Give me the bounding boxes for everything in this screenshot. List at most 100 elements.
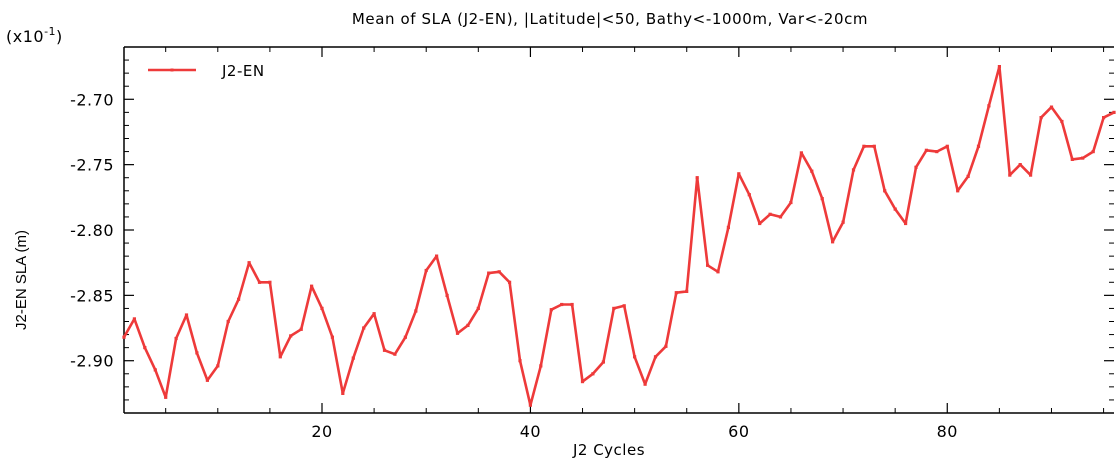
data-point — [403, 335, 407, 339]
data-point — [1008, 173, 1012, 177]
data-point — [445, 293, 449, 297]
data-point — [528, 403, 532, 407]
data-point — [674, 291, 678, 295]
data-point — [831, 240, 835, 244]
series-group — [122, 65, 1116, 407]
data-point — [726, 225, 730, 229]
legend-swatch-marker — [170, 68, 174, 72]
data-point — [758, 221, 762, 226]
data-point — [560, 302, 564, 307]
data-point — [622, 304, 626, 308]
data-point — [945, 144, 949, 148]
data-point — [841, 220, 845, 224]
data-point — [570, 302, 574, 307]
data-point — [768, 212, 772, 216]
y-tick-labels: -2.90 -2.85 -2.80 -2.75 -2.70 — [70, 90, 114, 371]
data-point — [633, 355, 637, 359]
legend-label: J2-EN — [221, 62, 265, 80]
data-point — [143, 346, 147, 350]
data-point — [549, 308, 553, 312]
data-point — [1018, 163, 1022, 167]
data-point — [1102, 116, 1106, 120]
data-point — [476, 306, 480, 310]
data-point — [872, 144, 876, 148]
data-point — [664, 344, 668, 348]
data-point — [706, 263, 710, 267]
x-axis-label: J2 Cycles — [572, 441, 645, 459]
data-point — [1091, 150, 1095, 154]
data-point — [393, 352, 397, 356]
data-point — [820, 197, 824, 201]
data-point — [455, 331, 460, 335]
data-point — [924, 148, 928, 152]
data-point — [153, 368, 157, 372]
y-tick-label: -2.80 — [70, 221, 114, 240]
x-tick-labels: 20 40 60 80 — [311, 422, 958, 441]
data-point — [862, 144, 866, 148]
data-point — [1081, 156, 1085, 160]
x-tick-label: 60 — [728, 422, 749, 441]
data-point — [653, 355, 658, 359]
data-point — [601, 360, 605, 364]
data-point — [737, 172, 741, 176]
data-point — [132, 317, 136, 321]
series-line — [122, 65, 1115, 407]
data-point — [247, 261, 251, 265]
data-point — [435, 254, 439, 258]
data-point — [976, 144, 981, 148]
data-point — [330, 335, 334, 339]
data-point — [539, 364, 543, 368]
data-point — [278, 355, 282, 359]
data-point — [789, 200, 793, 205]
data-point — [1060, 119, 1064, 124]
data-point — [362, 326, 366, 330]
data-point — [956, 189, 960, 193]
data-point — [487, 271, 491, 275]
data-point — [341, 391, 345, 395]
data-point — [695, 176, 699, 180]
data-point — [914, 165, 918, 169]
data-point — [268, 280, 272, 284]
data-point — [851, 168, 856, 172]
y-axis-label: J2-EN SLA (m) — [13, 230, 30, 330]
data-point — [685, 289, 689, 293]
legend: J2-EN — [148, 62, 265, 80]
y-tick-label: -2.85 — [70, 286, 114, 305]
data-point — [257, 280, 262, 284]
y-tick-label: -2.90 — [70, 352, 114, 371]
x-tick-label: 80 — [937, 422, 958, 441]
data-point — [810, 169, 814, 173]
data-point — [1049, 105, 1054, 109]
data-point — [237, 297, 241, 301]
data-point — [184, 313, 189, 317]
tick-marks — [124, 46, 1114, 413]
data-point — [1112, 110, 1116, 114]
y-tick-label: -2.75 — [70, 156, 114, 175]
data-point — [591, 372, 595, 376]
data-point — [310, 284, 314, 288]
data-point — [320, 306, 324, 310]
data-point — [747, 193, 751, 197]
data-point — [799, 151, 803, 155]
data-point — [883, 189, 887, 193]
data-point — [226, 319, 230, 324]
data-point — [580, 380, 585, 384]
data-point — [643, 382, 647, 386]
y-scale-factor: (x10-1) — [6, 25, 63, 46]
data-point — [1070, 157, 1074, 161]
data-point — [518, 359, 522, 363]
data-point — [424, 268, 428, 273]
data-point — [195, 351, 199, 355]
data-point — [997, 65, 1001, 69]
data-point — [122, 335, 126, 339]
data-point — [164, 395, 168, 399]
data-point — [497, 270, 501, 274]
data-point — [289, 334, 293, 338]
data-point — [414, 309, 418, 313]
x-tick-label: 20 — [311, 422, 332, 441]
data-point — [508, 280, 512, 284]
data-point — [382, 348, 387, 352]
x-tick-label: 40 — [520, 422, 541, 441]
data-point — [612, 306, 616, 310]
data-point — [466, 323, 470, 327]
